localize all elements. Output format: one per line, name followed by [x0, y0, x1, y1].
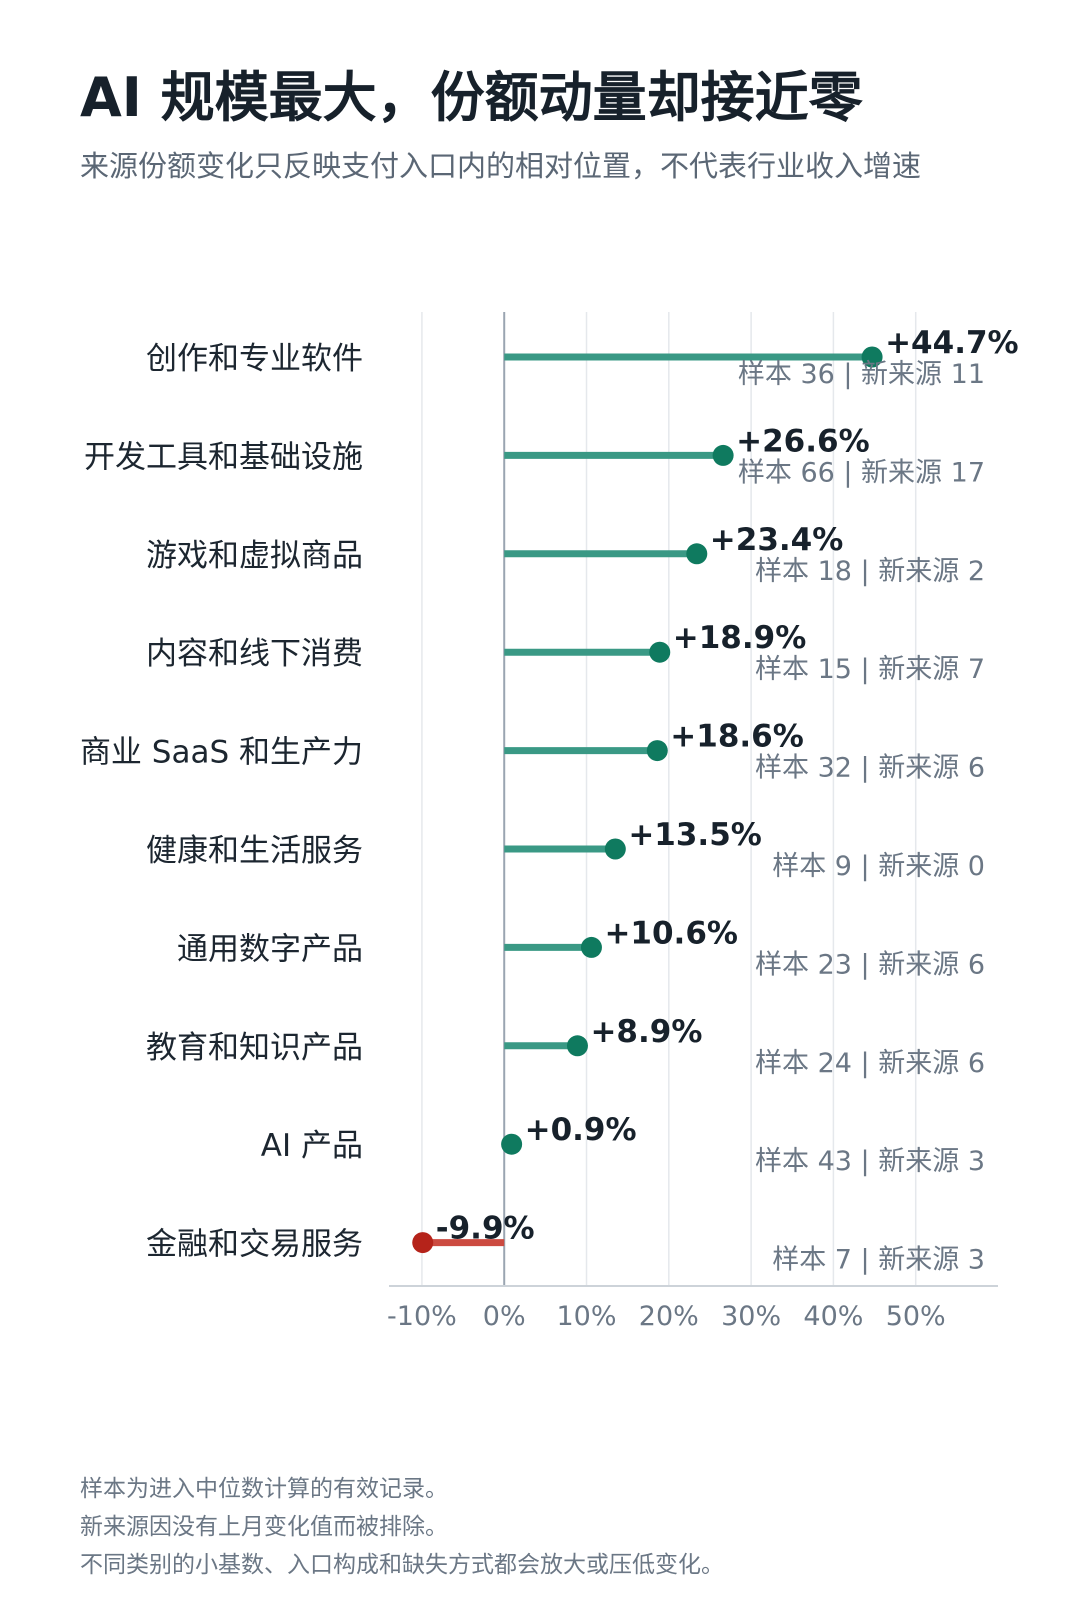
chart-title: AI 规模最大，份额动量却接近零: [80, 66, 863, 129]
lollipop-dot: [604, 838, 626, 860]
sample-label: 样本 36 | 新来源 11: [738, 359, 985, 390]
value-label: +0.9%: [525, 1112, 637, 1148]
lollipop-dot: [646, 740, 668, 762]
category-label: 内容和线下消费: [146, 636, 363, 672]
x-tick-label: 40%: [803, 1301, 863, 1332]
x-tick-label: 30%: [721, 1301, 781, 1332]
sample-label: 样本 32 | 新来源 6: [755, 753, 985, 784]
grid-lines: [421, 312, 917, 1286]
category-label: 金融和交易服务: [146, 1227, 363, 1263]
lollipop-dot: [566, 1035, 588, 1057]
footnote-new-source: 新来源因没有上月变化值而被排除。: [80, 1514, 448, 1540]
footnotes: 样本为进入中位数计算的有效记录。 新来源因没有上月变化值而被排除。 不同类别的小…: [80, 1470, 724, 1584]
lollipop-dot: [686, 543, 708, 565]
value-label: +13.5%: [628, 817, 762, 853]
value-label: +8.9%: [590, 1014, 702, 1050]
lollipop-dot: [861, 346, 883, 368]
sample-label: 样本 43 | 新来源 3: [755, 1146, 985, 1177]
sample-label: 样本 24 | 新来源 6: [755, 1048, 985, 1079]
x-tick-label: 10%: [557, 1301, 617, 1332]
sample-label: 样本 23 | 新来源 6: [755, 949, 985, 980]
value-label: -9.9%: [436, 1211, 535, 1247]
sample-label: 样本 15 | 新来源 7: [755, 654, 985, 685]
lollipop-dot: [649, 641, 671, 663]
lollipop-dot: [712, 444, 734, 466]
category-label: 商业 SaaS 和生产力: [80, 735, 363, 771]
lollipop-dot: [501, 1133, 523, 1155]
category-label: 通用数字产品: [177, 931, 363, 967]
lollipop-dot: [580, 936, 602, 958]
category-label: 创作和专业软件: [146, 341, 363, 377]
sample-label: 样本 9 | 新来源 0: [772, 851, 985, 882]
category-label: 教育和知识产品: [146, 1030, 363, 1066]
value-label: +44.7%: [885, 325, 1019, 361]
x-tick-label: -10%: [387, 1301, 457, 1332]
x-tick-label: 0%: [483, 1301, 526, 1332]
category-label: 开发工具和基础设施: [84, 439, 363, 475]
value-label: +18.6%: [670, 719, 804, 755]
value-label: +18.9%: [673, 620, 807, 656]
chart-marks: [412, 346, 883, 1254]
chart-subtitle: 来源份额变化只反映支付入口内的相对位置，不代表行业收入增速: [80, 149, 922, 183]
footnote-caveat: 不同类别的小基数、入口构成和缺失方式都会放大或压低变化。: [80, 1552, 724, 1578]
category-label: 游戏和虚拟商品: [146, 538, 363, 574]
footnote-sample: 样本为进入中位数计算的有效记录。: [80, 1476, 448, 1502]
x-tick-label: 20%: [639, 1301, 699, 1332]
sample-label: 样本 18 | 新来源 2: [755, 556, 985, 587]
x-axis: -10% 0% 10% 20% 30% 40% 50%: [387, 1285, 998, 1332]
value-label: +26.6%: [736, 423, 870, 459]
chart-labels: 创作和专业软件 +44.7%样本 36 | 新来源 11 开发工具和基础设施 +26.…: [80, 325, 1019, 1276]
sample-label: 样本 66 | 新来源 17: [738, 457, 985, 488]
sample-label: 样本 7 | 新来源 3: [772, 1245, 985, 1276]
lollipop-dot: [412, 1232, 434, 1254]
x-tick-label: 50%: [886, 1301, 946, 1332]
category-label: 健康和生活服务: [146, 833, 363, 869]
category-label: AI 产品: [261, 1128, 363, 1164]
value-label: +23.4%: [710, 522, 844, 558]
value-label: +10.6%: [604, 915, 738, 951]
